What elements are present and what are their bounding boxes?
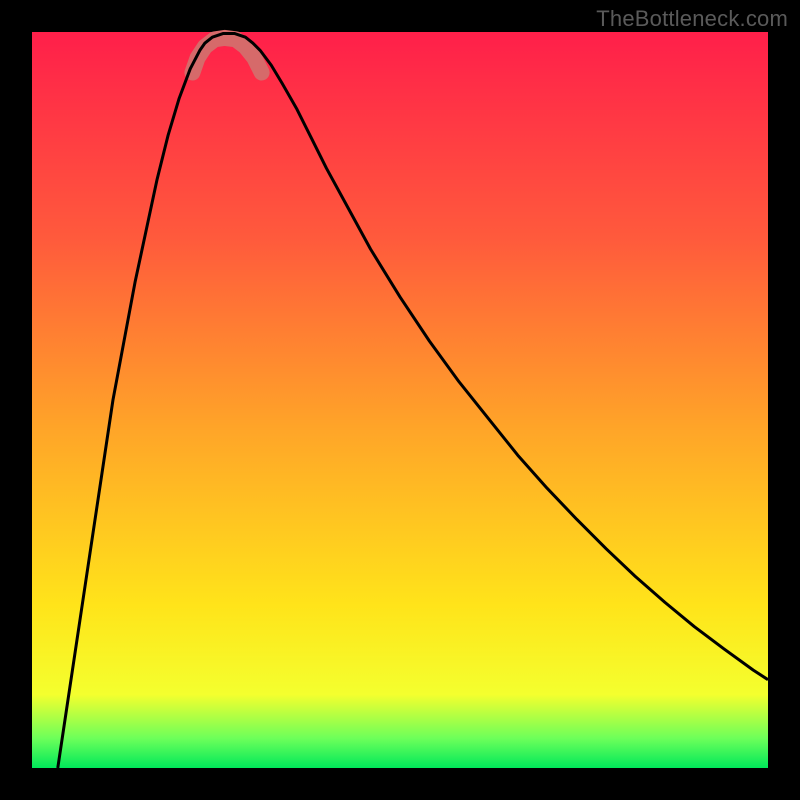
chart-container: TheBottleneck.com bbox=[0, 0, 800, 800]
plot-area bbox=[32, 32, 768, 768]
watermark-text: TheBottleneck.com bbox=[596, 6, 788, 32]
